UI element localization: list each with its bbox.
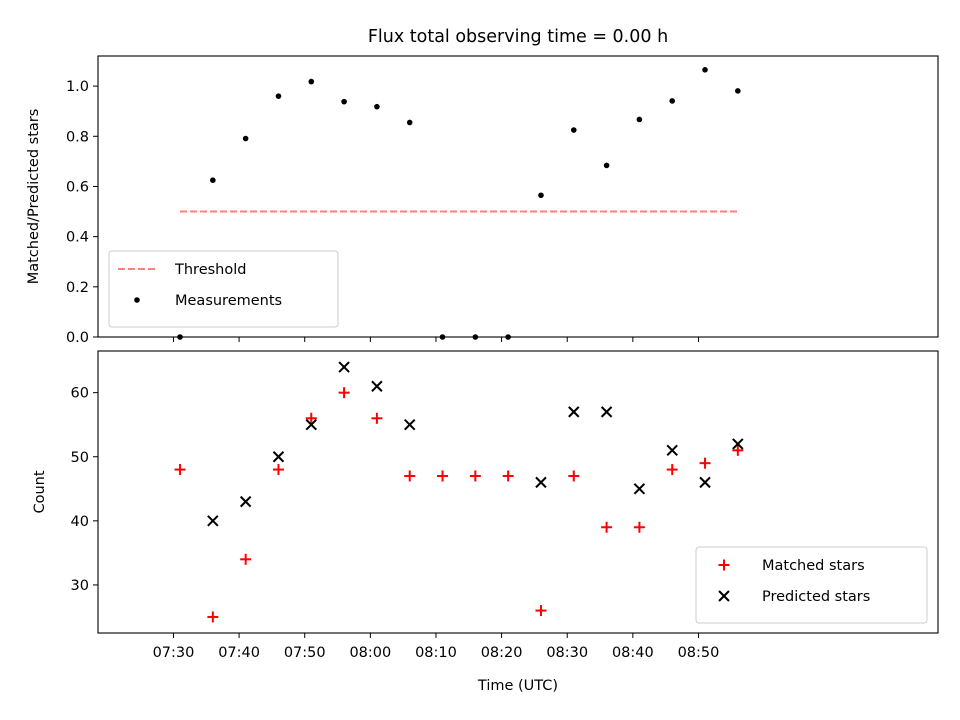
measurement-point	[505, 334, 511, 340]
matched-star-point	[469, 470, 481, 482]
matched-star-point	[502, 470, 514, 482]
measurement-point	[603, 162, 610, 169]
y-tick-label: 60	[71, 386, 89, 402]
measurement-point	[341, 98, 347, 105]
legend-box	[695, 546, 928, 624]
y-axis-label: Count	[32, 470, 48, 513]
axes-frame	[97, 55, 939, 338]
matched-star-point	[272, 464, 284, 476]
measurement-point	[702, 66, 708, 73]
x-tick-label: 08:20	[481, 645, 523, 661]
y-tick-label: 0.6	[66, 179, 89, 195]
legend: Threshold Measurements	[108, 250, 339, 328]
chart-title: Flux total observing time = 0.00 h	[368, 27, 668, 47]
measurement-point	[275, 93, 282, 99]
legend-label: Predicted stars	[762, 589, 870, 605]
legend-matched-swatch	[718, 559, 730, 571]
x-tick-label: 07:40	[218, 645, 260, 661]
legend-label: Measurements	[175, 293, 282, 309]
legend-label: Matched stars	[762, 558, 865, 574]
x-tick-label: 08:40	[612, 645, 654, 661]
x-tick-label: 08:10	[415, 645, 457, 661]
measurement-point	[406, 119, 413, 126]
bottom-panel: 07:30 07:40 07:50 08:00 08:10 08:20 08:30 08:40…	[32, 350, 939, 694]
matched-star-point	[568, 470, 580, 482]
matched-star-point	[601, 521, 613, 533]
predicted-star-point	[404, 418, 416, 431]
measurement-point	[242, 135, 249, 142]
measurement-point	[636, 116, 643, 123]
plot-area	[177, 66, 741, 340]
x-tick-label: 08:00	[349, 645, 391, 661]
matched-star-point	[666, 464, 678, 476]
matched-star-point	[437, 470, 449, 482]
measurement-point	[538, 192, 544, 199]
y-tick-label: 40	[71, 514, 89, 530]
y-tick-label: 0.8	[66, 129, 89, 145]
predicted-star-point	[207, 515, 219, 527]
predicted-star-point	[371, 380, 383, 392]
predicted-star-point	[535, 476, 547, 489]
measurement-point	[210, 177, 216, 183]
measurement-point	[177, 334, 183, 340]
plot-area	[174, 361, 744, 623]
measurement-point	[308, 78, 315, 85]
matched-star-point	[305, 412, 317, 424]
matched-star-point	[207, 611, 219, 623]
top-panel: 0.0 0.2 0.4 0.6 0.8 1.0 Matched/Predicted star…	[26, 55, 939, 346]
axes-frame	[97, 350, 939, 634]
x-tick-label: 07:50	[284, 645, 326, 661]
x-axis-label: Time (UTC)	[477, 678, 558, 694]
y-tick-label: 0.0	[66, 330, 89, 346]
y-tick-label: 0.2	[66, 280, 89, 296]
y-axis-label: Matched/Predicted stars	[26, 109, 42, 285]
predicted-star-point	[600, 406, 613, 418]
matched-star-point	[535, 605, 547, 617]
legend-box	[108, 250, 339, 328]
y-tick-label: 1.0	[66, 79, 89, 95]
predicted-star-point	[272, 451, 285, 463]
x-tick-label: 07:30	[153, 645, 195, 661]
predicted-star-point	[568, 406, 580, 418]
legend-predicted-swatch	[718, 590, 730, 602]
y-tick-label: 50	[71, 450, 89, 466]
matched-star-point	[240, 553, 252, 565]
legend-label: Threshold	[174, 262, 246, 278]
matched-star-point	[699, 457, 711, 469]
y-tick-label: 30	[71, 578, 89, 594]
legend-measurement-swatch	[134, 297, 140, 303]
measurement-point	[374, 103, 380, 110]
matched-star-point	[633, 521, 645, 533]
predicted-star-point	[666, 444, 678, 457]
matched-star-point	[371, 412, 383, 424]
x-tick-label: 08:30	[546, 645, 588, 661]
measurement-point	[570, 127, 577, 133]
matched-star-point	[404, 470, 416, 482]
predicted-star-point	[732, 438, 744, 450]
predicted-star-point	[338, 361, 350, 373]
measurement-point	[735, 88, 741, 94]
predicted-star-point	[699, 476, 711, 489]
measurement-point	[669, 98, 676, 104]
measurement-point	[439, 334, 446, 340]
y-tick-label: 0.4	[66, 230, 89, 246]
legend: Matched stars Predicted stars	[695, 546, 928, 624]
measurement-point	[472, 334, 479, 340]
x-tick-label: 08:50	[678, 645, 720, 661]
matched-star-point	[174, 464, 186, 476]
matched-star-point	[732, 444, 744, 456]
predicted-star-point	[305, 418, 317, 431]
matched-star-point	[338, 387, 350, 399]
predicted-star-point	[633, 483, 646, 495]
predicted-star-point	[239, 495, 252, 508]
